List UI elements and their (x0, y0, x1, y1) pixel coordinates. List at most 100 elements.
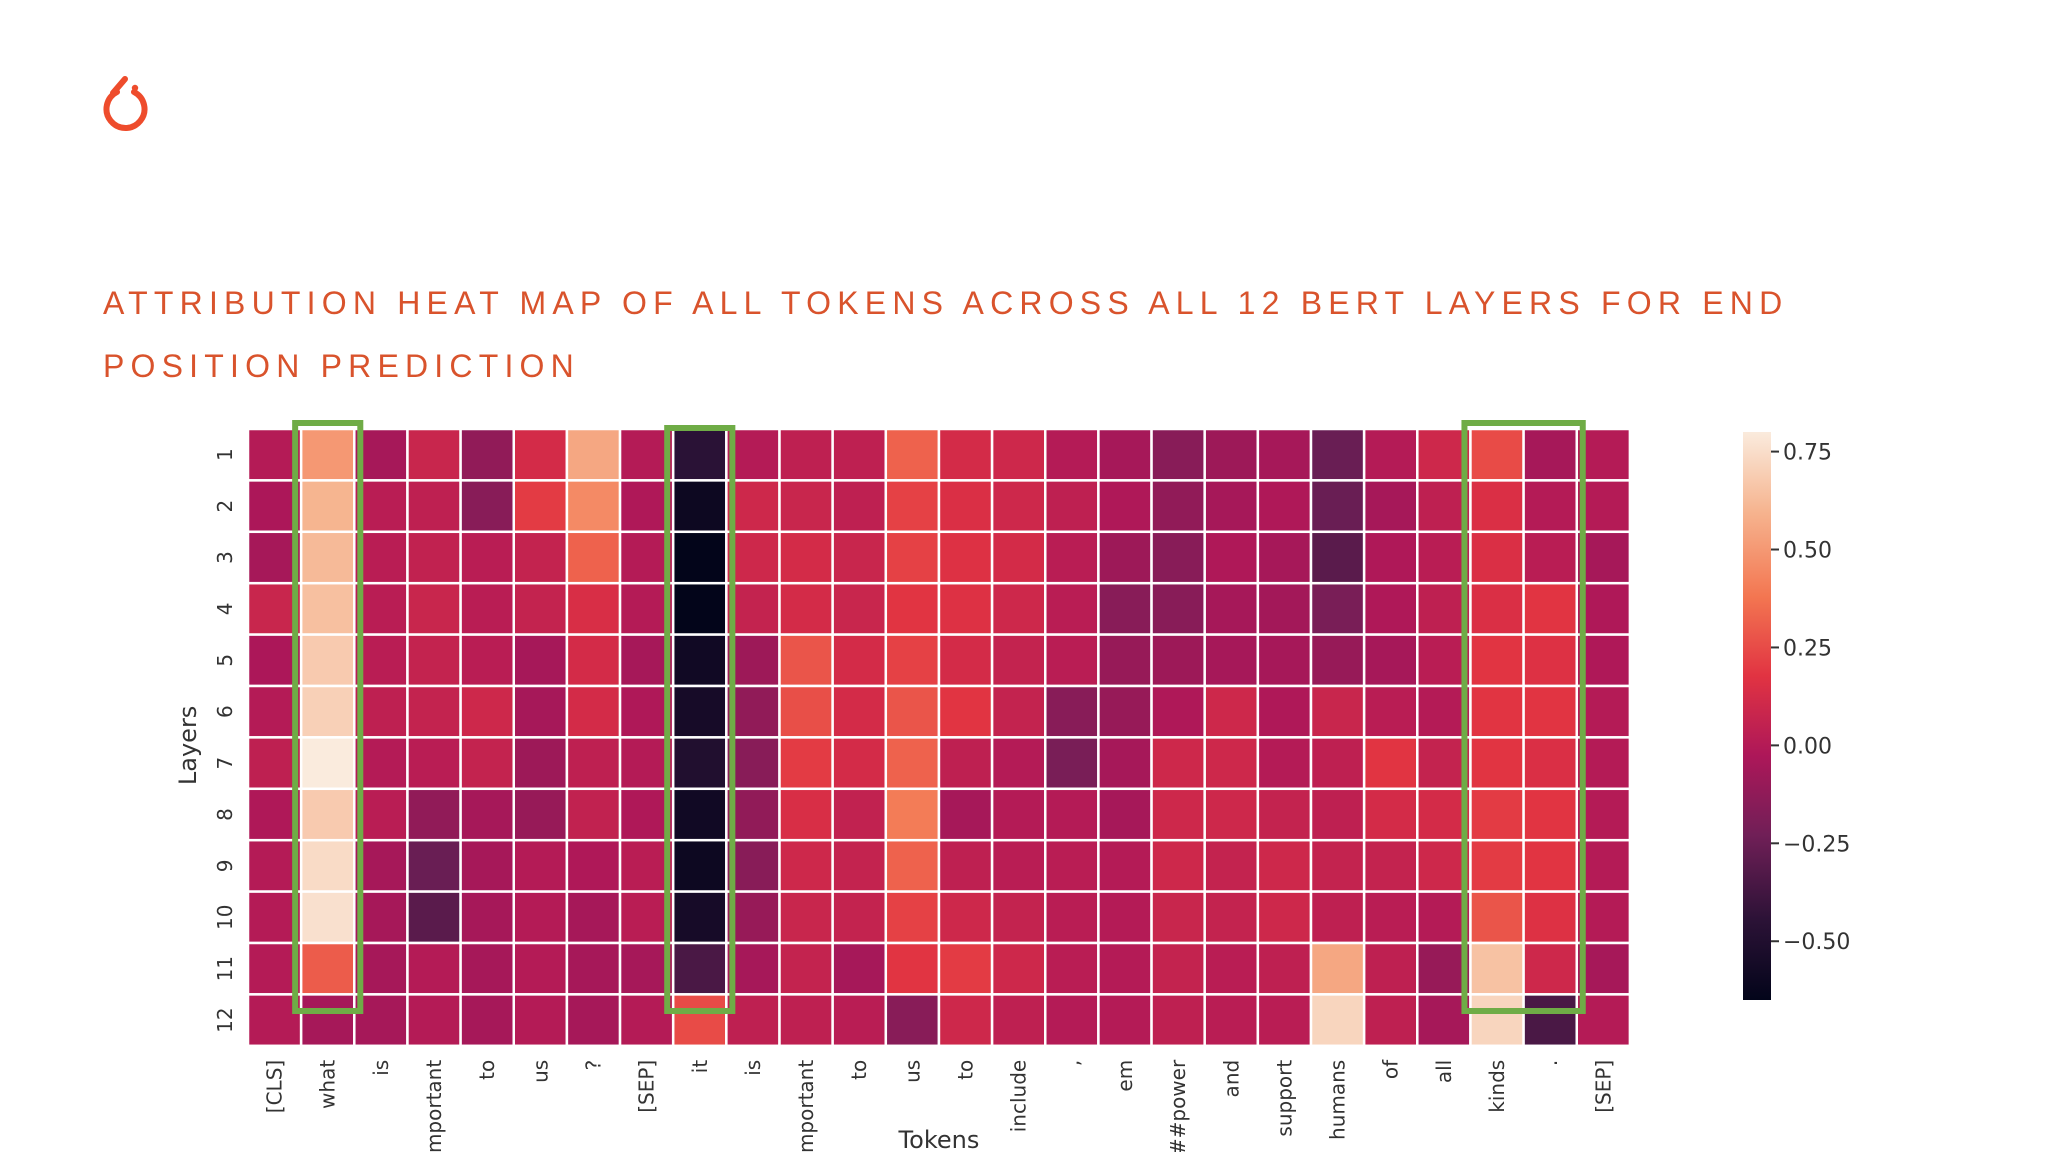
heatmap-cell (778, 633, 834, 688)
heatmap-cell (1044, 787, 1100, 842)
heatmap-cell (884, 581, 941, 636)
heatmap-cell (565, 427, 622, 482)
y-tick-label: 2 (213, 500, 237, 513)
y-tick-label: 10 (213, 905, 237, 930)
heatmap-cell (671, 684, 728, 739)
x-tick-label: and (1219, 1060, 1243, 1098)
x-tick-label: to (954, 1060, 978, 1080)
heatmap-cell (459, 890, 516, 945)
heatmap-cell (1044, 684, 1100, 739)
highlight-box (1461, 420, 1586, 1014)
heatmap-cell (778, 684, 834, 739)
y-tick-label: 5 (213, 654, 237, 667)
highlight-box (664, 425, 736, 1014)
y-tick-label: 9 (213, 860, 237, 873)
highlight-boxes (292, 420, 1586, 1014)
heatmap-cell (406, 736, 462, 791)
heatmap-cell (1469, 427, 1525, 482)
heatmap-cell (1522, 838, 1578, 893)
heatmap-cell (884, 941, 941, 996)
heatmap-cell (459, 736, 516, 791)
x-tick-label: is (369, 1060, 393, 1076)
heatmap-cell (778, 787, 834, 842)
heatmap-cell (1469, 890, 1525, 945)
heatmap-cell (1097, 941, 1153, 996)
colorbar-tick-label: −0.25 (1783, 832, 1850, 857)
heatmap-cell (1044, 581, 1100, 636)
heatmap-cell (1097, 838, 1153, 893)
heatmap-cell (1309, 581, 1366, 636)
heatmap-cell (831, 427, 888, 482)
heatmap-cell (884, 427, 941, 482)
heatmap-cell (937, 530, 994, 585)
heatmap-cell (884, 633, 941, 688)
x-tick-label: all (1432, 1060, 1456, 1083)
heatmap-cell (990, 633, 1047, 688)
heatmap-cell (1522, 633, 1578, 688)
heatmap-cell (512, 684, 569, 739)
heatmap-cell (1150, 530, 1206, 585)
heatmap-cell (1469, 838, 1525, 893)
heatmap-cell (1150, 736, 1206, 791)
heatmap-cell (1362, 581, 1419, 636)
heatmap-cell (1522, 890, 1578, 945)
heatmap-cell (1362, 479, 1419, 534)
heatmap-cell (406, 787, 462, 842)
colorbar-tick-label: 0.00 (1783, 734, 1832, 759)
heatmap-cell (884, 530, 941, 585)
heatmap-cell (831, 890, 888, 945)
y-tick-label: 7 (213, 757, 237, 770)
heatmap-cell (671, 890, 728, 945)
heatmap-cell (671, 736, 728, 791)
heatmap-cell (671, 581, 728, 636)
heatmap-cell (1309, 736, 1366, 791)
heatmap-cell (1309, 530, 1366, 585)
heatmap-cell (1362, 838, 1419, 893)
heatmap-cell (884, 838, 941, 893)
heatmap-cell (299, 941, 356, 996)
colorbar-tick-label: 0.25 (1783, 636, 1832, 661)
heatmap-cell (1469, 581, 1525, 636)
heatmap-cell (778, 530, 834, 585)
heatmap-cell (1256, 684, 1313, 739)
heatmap-cell (299, 890, 356, 945)
heatmap-cell (778, 427, 834, 482)
heatmap-cell (1522, 941, 1578, 996)
x-tick-label: ? (581, 1060, 605, 1071)
x-tick-label: em (1113, 1060, 1137, 1092)
heatmap-cell (831, 581, 888, 636)
heatmap-cell (1150, 787, 1206, 842)
heatmap-cell (884, 479, 941, 534)
heatmap-cell (459, 993, 516, 1048)
heatmap-cell (1203, 941, 1260, 996)
heatmap-cell (565, 890, 622, 945)
heatmap-cell (778, 736, 834, 791)
heatmap-cell (1044, 479, 1100, 534)
heatmap-cell (1097, 787, 1153, 842)
heatmap-cell (990, 736, 1047, 791)
x-tick-label: , (1060, 1060, 1084, 1066)
heatmap-cell (459, 838, 516, 893)
heatmap-cells (246, 427, 1632, 1048)
heatmap-cell (884, 684, 941, 739)
heatmap-cell (1256, 427, 1313, 482)
x-tick-label: it (688, 1060, 712, 1074)
heatmap-cell (459, 530, 516, 585)
heatmap-cell (937, 838, 994, 893)
heatmap-cell (1309, 633, 1366, 688)
heatmap-cell (1203, 479, 1260, 534)
heatmap-cell (1309, 993, 1366, 1048)
heatmap-cell (1469, 684, 1525, 739)
heatmap-cell (990, 581, 1047, 636)
heatmap-cell (1362, 941, 1419, 996)
y-tick-label: 8 (213, 808, 237, 821)
heatmap-cell (565, 581, 622, 636)
heatmap-cell (990, 838, 1047, 893)
heatmap-cell (1256, 787, 1313, 842)
heatmap-cell (406, 530, 462, 585)
x-tick-label: is (741, 1060, 765, 1076)
heatmap-cell (1256, 890, 1313, 945)
heatmap-cell (937, 633, 994, 688)
heatmap-cell (1309, 479, 1366, 534)
heatmap-cell (406, 427, 462, 482)
